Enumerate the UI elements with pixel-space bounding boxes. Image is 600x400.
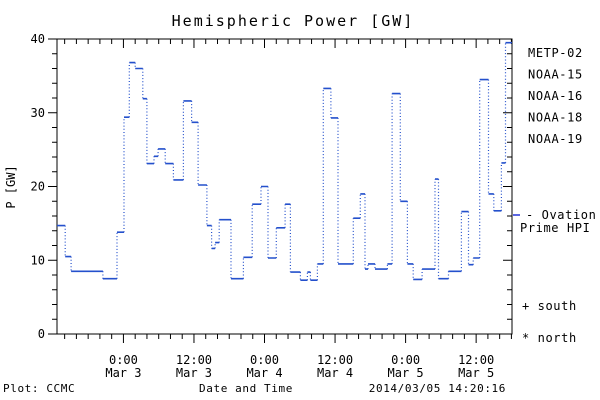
north-marker-label: * north (522, 331, 577, 345)
ovation-prime-hpi-label-line2: Prime HPI (520, 221, 590, 235)
x-tick-label-date: Mar 3 (176, 366, 212, 380)
x-axis-title: Date and Time (199, 382, 293, 395)
legend-satellite-label: NOAA-18 (528, 111, 583, 125)
y-tick-label: 10 (31, 253, 45, 267)
data-series (57, 41, 512, 281)
x-tick-label-date: Mar 4 (246, 366, 282, 380)
y-tick-label: 30 (31, 106, 45, 120)
south-marker-label: + south (522, 299, 577, 313)
x-tick-label-time: 0:00 (250, 353, 279, 367)
hpi-step-line-risers (64, 42, 507, 281)
x-tick-label-date: Mar 3 (105, 366, 141, 380)
legend: METP-02 NOAA-15 NOAA-16 NOAA-18 NOAA-19 (513, 46, 583, 216)
y-tick-label: 20 (31, 180, 45, 194)
legend-satellite-label: METP-02 (528, 46, 583, 60)
x-tick-label-time: 0:00 (109, 353, 138, 367)
footer-credit: Plot: CCMC (3, 382, 75, 395)
y-tick-label: 0 (38, 327, 45, 341)
ovation-prime-hpi-label-line1: - Ovation (526, 208, 596, 222)
hpi-step-line-plateaus (57, 41, 512, 281)
y-tick-label: 40 (31, 32, 45, 46)
x-tick-label-date: Mar 4 (317, 366, 353, 380)
plot-title: Hemispheric Power [GW] (172, 12, 415, 30)
plot-frame (56, 38, 513, 335)
x-tick-label-time: 12:00 (458, 353, 494, 367)
x-tick-label-date: Mar 5 (458, 366, 494, 380)
x-tick-label-time: 0:00 (391, 353, 420, 367)
legend-satellite-label: NOAA-19 (528, 132, 583, 146)
x-tick-label-date: Mar 5 (388, 366, 424, 380)
x-tick-label-time: 12:00 (317, 353, 353, 367)
legend-satellite-label: NOAA-15 (528, 68, 583, 82)
x-tick-label-time: 12:00 (176, 353, 212, 367)
legend-satellite-label: NOAA-16 (528, 89, 583, 103)
y-axis-label: P [GW] (4, 165, 18, 208)
footer-timestamp: 2014/03/05 14:20:16 (369, 382, 506, 395)
